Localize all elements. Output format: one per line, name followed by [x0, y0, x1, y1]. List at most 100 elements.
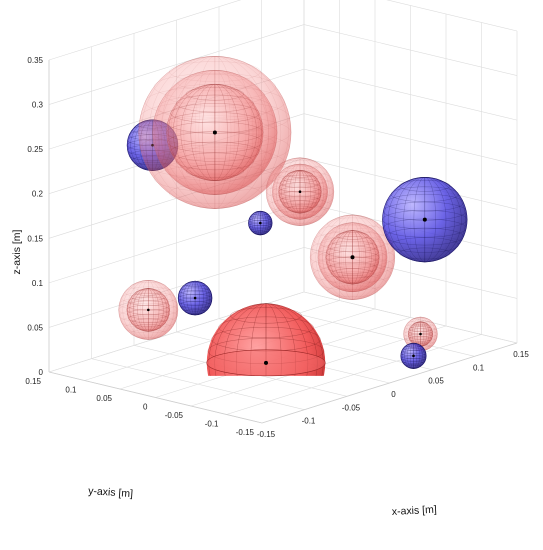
z-tick-label: 0 — [39, 368, 44, 377]
sphere-latitude-line — [130, 292, 166, 302]
sphere-longitude-line — [413, 177, 437, 263]
sphere-center-point — [419, 332, 422, 336]
sphere-latitude-line — [286, 205, 314, 212]
sphere-latitude-line — [409, 336, 432, 342]
sphere-center-point — [264, 360, 268, 365]
sphere-center-point — [412, 354, 415, 358]
y-tick-label: -0.1 — [205, 420, 219, 429]
x-tick-label: 0.05 — [428, 377, 444, 386]
sphere-latitude-line — [181, 284, 209, 292]
sphere-latitude-line — [330, 268, 375, 279]
sphere-center-point — [193, 296, 197, 300]
sphere-longitude-line — [202, 83, 228, 181]
x-tick-label: -0.05 — [342, 403, 361, 412]
sphere-latitude-line — [166, 121, 264, 144]
spheres-layer — [118, 56, 468, 377]
sphere-latitude-line — [176, 94, 254, 113]
sphere-latitude-line — [230, 307, 302, 324]
sphere-latitude-line — [399, 247, 451, 260]
sphere-latitude-line — [401, 347, 426, 354]
sphere-latitude-line — [179, 287, 211, 295]
z-tick-label: 0.2 — [32, 190, 44, 199]
sphere-longitude-line — [329, 230, 376, 285]
sphere-longitude-line — [333, 230, 372, 285]
back-wall-gridline — [48, 24, 305, 105]
sphere-latitude-line — [327, 240, 378, 253]
sphere-longitude-line — [248, 210, 272, 236]
sphere-longitude-line — [178, 280, 212, 316]
sphere-longitude-line — [289, 170, 311, 214]
sphere-latitude-line — [181, 304, 209, 312]
sphere-latitude-line — [252, 211, 268, 216]
sphere-longitude-line — [402, 342, 425, 369]
sphere-latitude-line — [325, 251, 380, 264]
side-wall-gridline — [303, 113, 518, 166]
sphere-latitude-line — [185, 164, 245, 178]
sphere-latitude-line — [405, 364, 422, 368]
sphere-longitude-line — [180, 280, 211, 316]
y-axis-line — [48, 371, 263, 424]
sphere-latitude-line — [250, 227, 271, 233]
sphere-longitude-line — [168, 83, 262, 181]
sphere-center-point — [422, 217, 427, 222]
sphere-longitude-line — [154, 69, 276, 195]
sphere-longitude-line — [394, 177, 455, 263]
sphere-longitude-line — [406, 342, 421, 369]
sphere-longitude-line — [326, 230, 379, 285]
sphere-latitude-line — [409, 326, 432, 332]
sphere-latitude-line — [130, 318, 166, 327]
y-tick-label: 0.05 — [96, 394, 112, 403]
sphere-latitude-line — [286, 171, 314, 178]
sphere-longitude-line — [129, 288, 168, 332]
sphere-latitude-line — [248, 220, 273, 226]
sphere-latitude-line — [170, 141, 260, 162]
sphere-latitude-line — [403, 345, 424, 351]
blue-sphere — [248, 210, 273, 236]
sphere-longitude-line — [318, 222, 387, 293]
sphere-latitude-line — [252, 230, 268, 235]
sphere-latitude-line — [336, 232, 369, 240]
sphere-latitude-line — [390, 237, 459, 253]
sphere-longitude-line — [273, 163, 327, 220]
red-sphere — [118, 279, 179, 340]
side-wall-gridline — [303, 291, 518, 344]
back-wall-gridline — [48, 247, 305, 328]
sphere-longitude-line — [311, 214, 394, 300]
sphere-latitude-line — [385, 193, 464, 212]
sphere-longitude-line — [148, 56, 282, 209]
y-tick-label: 0 — [143, 403, 148, 412]
sphere-latitude-line — [249, 225, 272, 231]
red-sphere — [206, 303, 326, 377]
sphere-latitude-line — [410, 324, 431, 330]
sphere-longitude-line — [127, 288, 170, 332]
sphere-latitude-line — [184, 282, 206, 287]
sphere-longitude-line — [338, 230, 367, 285]
sphere-latitude-line — [410, 338, 431, 344]
back-wall-gridline — [48, 0, 242, 61]
sphere-longitude-line — [383, 177, 466, 263]
sphere-latitude-line — [282, 174, 318, 183]
z-tick-label: 0.35 — [27, 56, 43, 65]
z-tick-label: 0.25 — [27, 145, 43, 154]
sphere-latitude-line — [250, 213, 271, 219]
z-tick-label: 0.05 — [27, 323, 43, 332]
sphere-longitude-line — [256, 210, 264, 236]
sphere-longitude-line — [190, 83, 240, 181]
sphere-latitude-line — [407, 331, 434, 337]
sphere-longitude-line — [281, 170, 319, 214]
sphere-center-point — [298, 190, 302, 194]
sphere-longitude-line — [270, 157, 330, 226]
sphere-longitude-line — [409, 342, 418, 369]
sphere-center-point — [147, 308, 150, 312]
sphere-longitude-line — [182, 280, 208, 316]
sphere-longitude-line — [132, 288, 164, 332]
y-tick-label: 0.15 — [25, 377, 41, 386]
sphere-longitude-line — [275, 163, 325, 220]
side-wall-gridline — [386, 0, 518, 32]
side-wall-gridline — [303, 68, 518, 121]
sphere-longitude-line — [160, 69, 270, 195]
z-tick-label: 0.3 — [32, 101, 44, 110]
x-tick-label: -0.15 — [257, 430, 276, 439]
y-axis-label: y-axis [m] — [88, 485, 134, 500]
